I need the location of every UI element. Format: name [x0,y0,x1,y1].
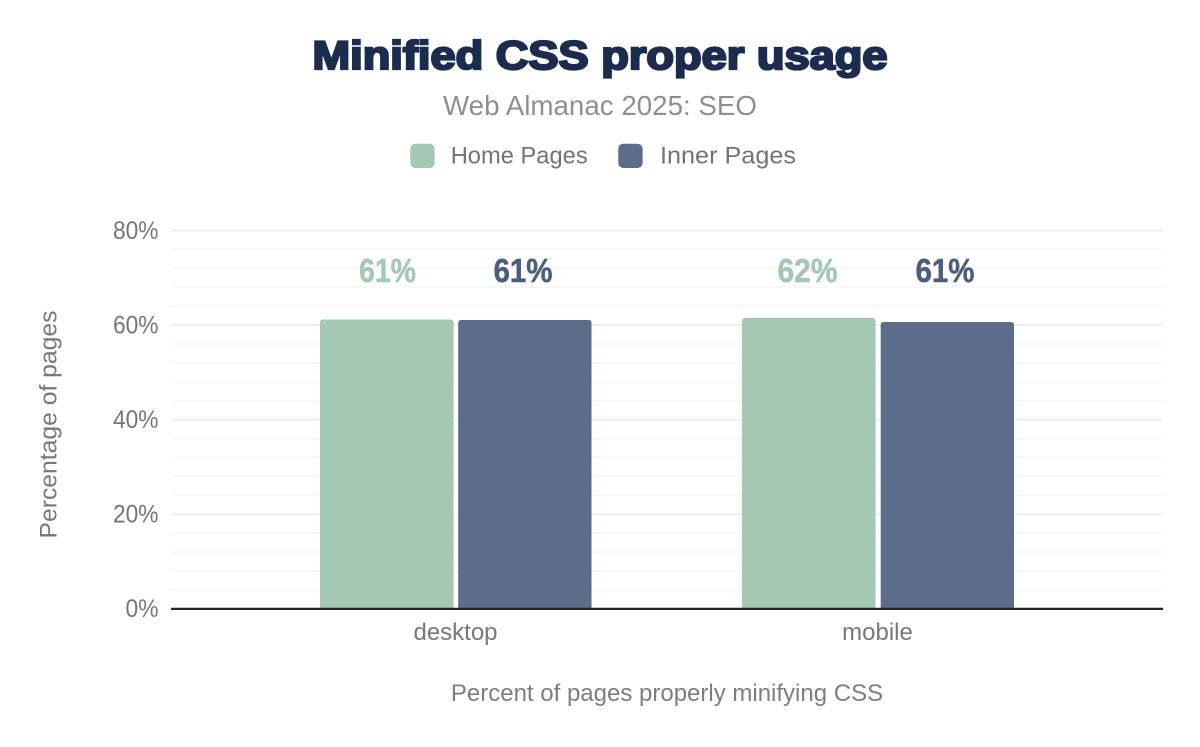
svg-text:61%: 61% [494,252,553,289]
svg-text:40%: 40% [113,406,159,434]
svg-text:0%: 0% [126,595,159,623]
svg-text:60%: 60% [113,311,159,339]
svg-text:mobile: mobile [842,619,913,646]
svg-text:Home Pages: Home Pages [451,143,588,170]
svg-text:61%: 61% [916,252,975,289]
svg-text:20%: 20% [113,501,159,529]
svg-text:62%: 62% [778,252,838,289]
svg-text:Percent of pages properly mini: Percent of pages properly minifying CSS [451,680,883,707]
svg-text:Minified CSS proper usage: Minified CSS proper usage [313,34,888,78]
svg-text:61%: 61% [359,252,416,289]
svg-text:Web Almanac 2025: SEO: Web Almanac 2025: SEO [443,90,757,121]
svg-text:Inner Pages: Inner Pages [660,143,796,170]
svg-text:Percentage of pages: Percentage of pages [36,311,63,539]
svg-text:desktop: desktop [413,619,497,646]
svg-text:80%: 80% [113,217,159,245]
